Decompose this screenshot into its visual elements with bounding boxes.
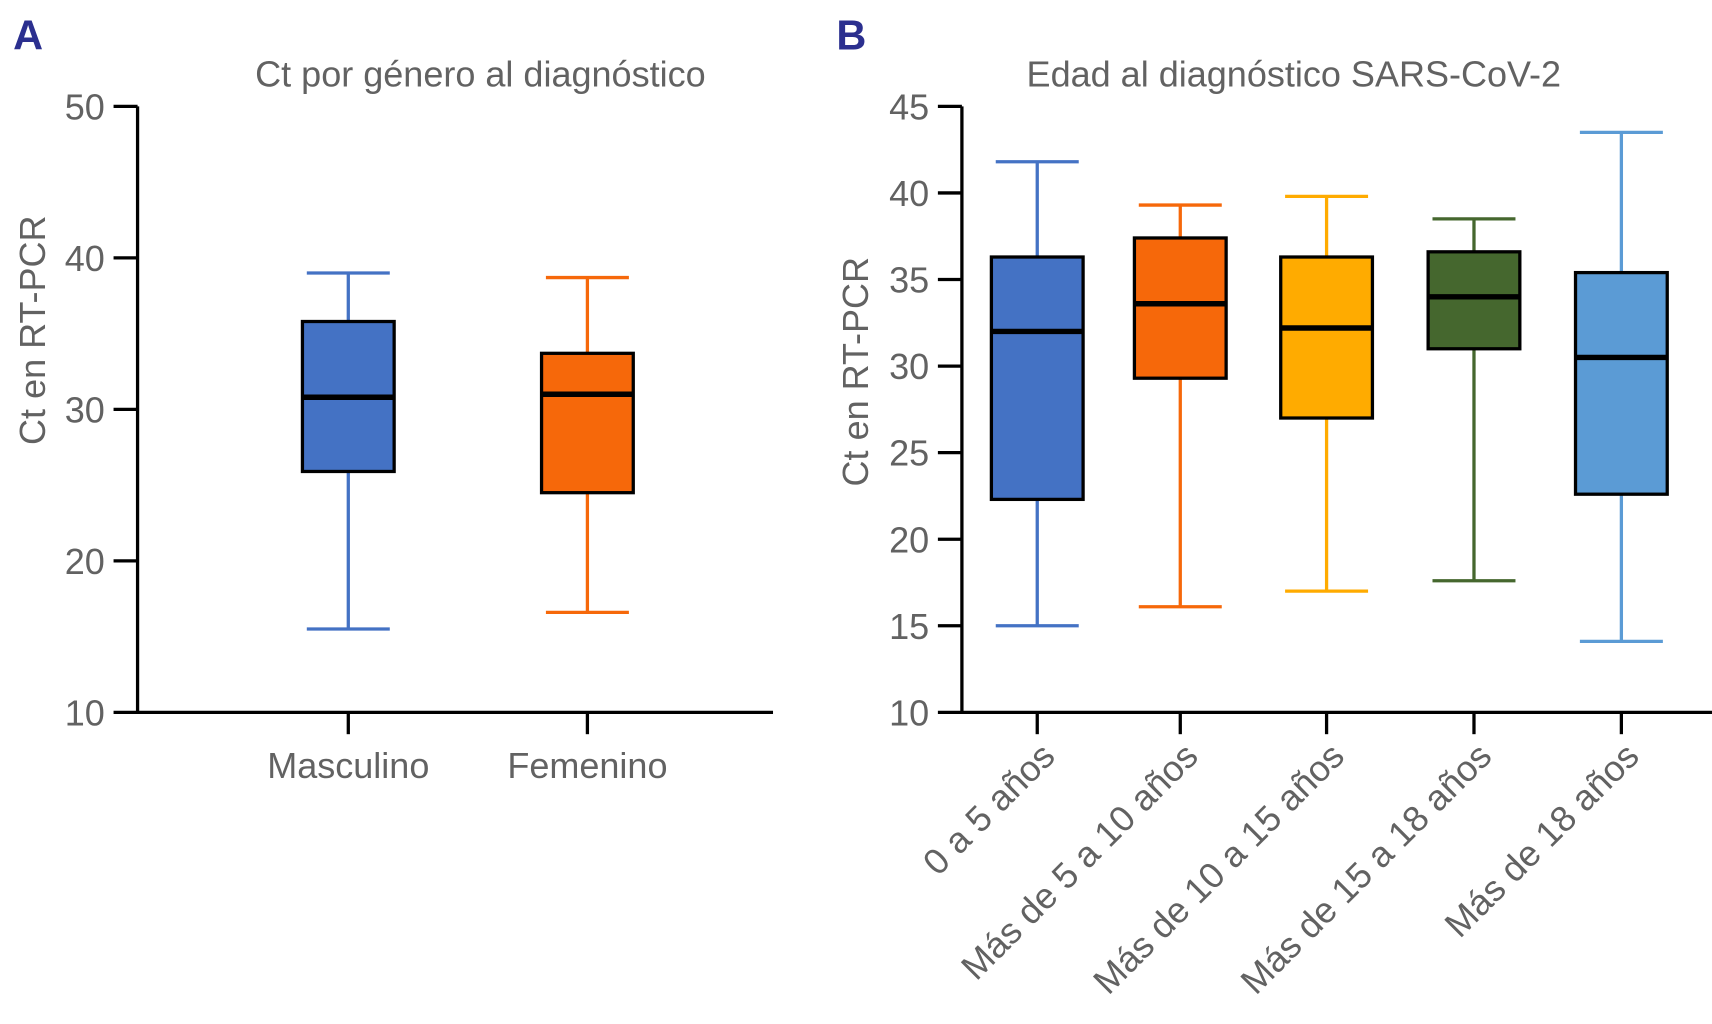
axes-b (960, 106, 1712, 714)
y-tick-label: 50 (65, 86, 105, 127)
box-iqr (1279, 255, 1375, 420)
box-iqr (989, 255, 1085, 502)
y-axis-label-b: Ct en RT-PCR (835, 257, 876, 487)
box-iqr (1426, 250, 1522, 351)
box-2 (539, 275, 635, 615)
x-labels-a: Masculino Femenino (267, 712, 667, 786)
y-tick-label: 40 (65, 238, 105, 279)
y-tick-label: 20 (65, 541, 105, 582)
panel-letter-a: A (13, 12, 43, 59)
boxes-b (989, 130, 1669, 644)
chart-title-b: Edad al diagnóstico SARS-CoV-2 (1027, 54, 1562, 95)
y-axis-label-a: Ct en RT-PCR (12, 215, 53, 445)
panel-b: B Edad al diagnóstico SARS-CoV-2 Ct en R… (835, 12, 1712, 1002)
box-1 (300, 271, 396, 631)
box-iqr (539, 351, 635, 495)
axes-a (135, 106, 774, 714)
panel-letter-b: B (836, 12, 866, 59)
box-4 (1426, 217, 1522, 583)
box-iqr (1573, 270, 1669, 496)
y-tick-label: 25 (889, 433, 929, 474)
box-1 (989, 160, 1085, 628)
y-tick-label: 20 (889, 519, 929, 560)
x-category-label: Femenino (507, 745, 667, 786)
y-tick-label: 30 (65, 389, 105, 430)
y-tick-label: 30 (889, 346, 929, 387)
box-5 (1573, 130, 1669, 644)
y-ticks-b: 10 15 20 25 30 35 40 45 (889, 86, 962, 733)
x-category-label: Masculino (267, 745, 429, 786)
chart-title-a: Ct por género al diagnóstico (255, 54, 705, 95)
x-category-label: Más de 5 a 10 años (953, 735, 1206, 988)
y-ticks-a: 10 20 30 40 50 (65, 86, 138, 733)
panel-a: A Ct por género al diagnóstico Ct en RT-… (12, 12, 774, 786)
box-iqr (1132, 236, 1228, 380)
y-tick-label: 15 (889, 606, 929, 647)
x-category-label: 0 a 5 años (915, 735, 1063, 883)
box-3 (1279, 194, 1375, 593)
y-tick-label: 45 (889, 86, 929, 127)
x-category-label: Más de 10 a 15 años (1085, 735, 1352, 1002)
y-tick-label: 35 (889, 260, 929, 301)
y-tick-label: 10 (65, 692, 105, 733)
x-category-label: Más de 15 a 18 años (1232, 735, 1499, 1002)
boxes-a (300, 271, 635, 631)
y-tick-label: 40 (889, 173, 929, 214)
y-tick-label: 10 (889, 692, 929, 733)
box-2 (1132, 203, 1228, 609)
